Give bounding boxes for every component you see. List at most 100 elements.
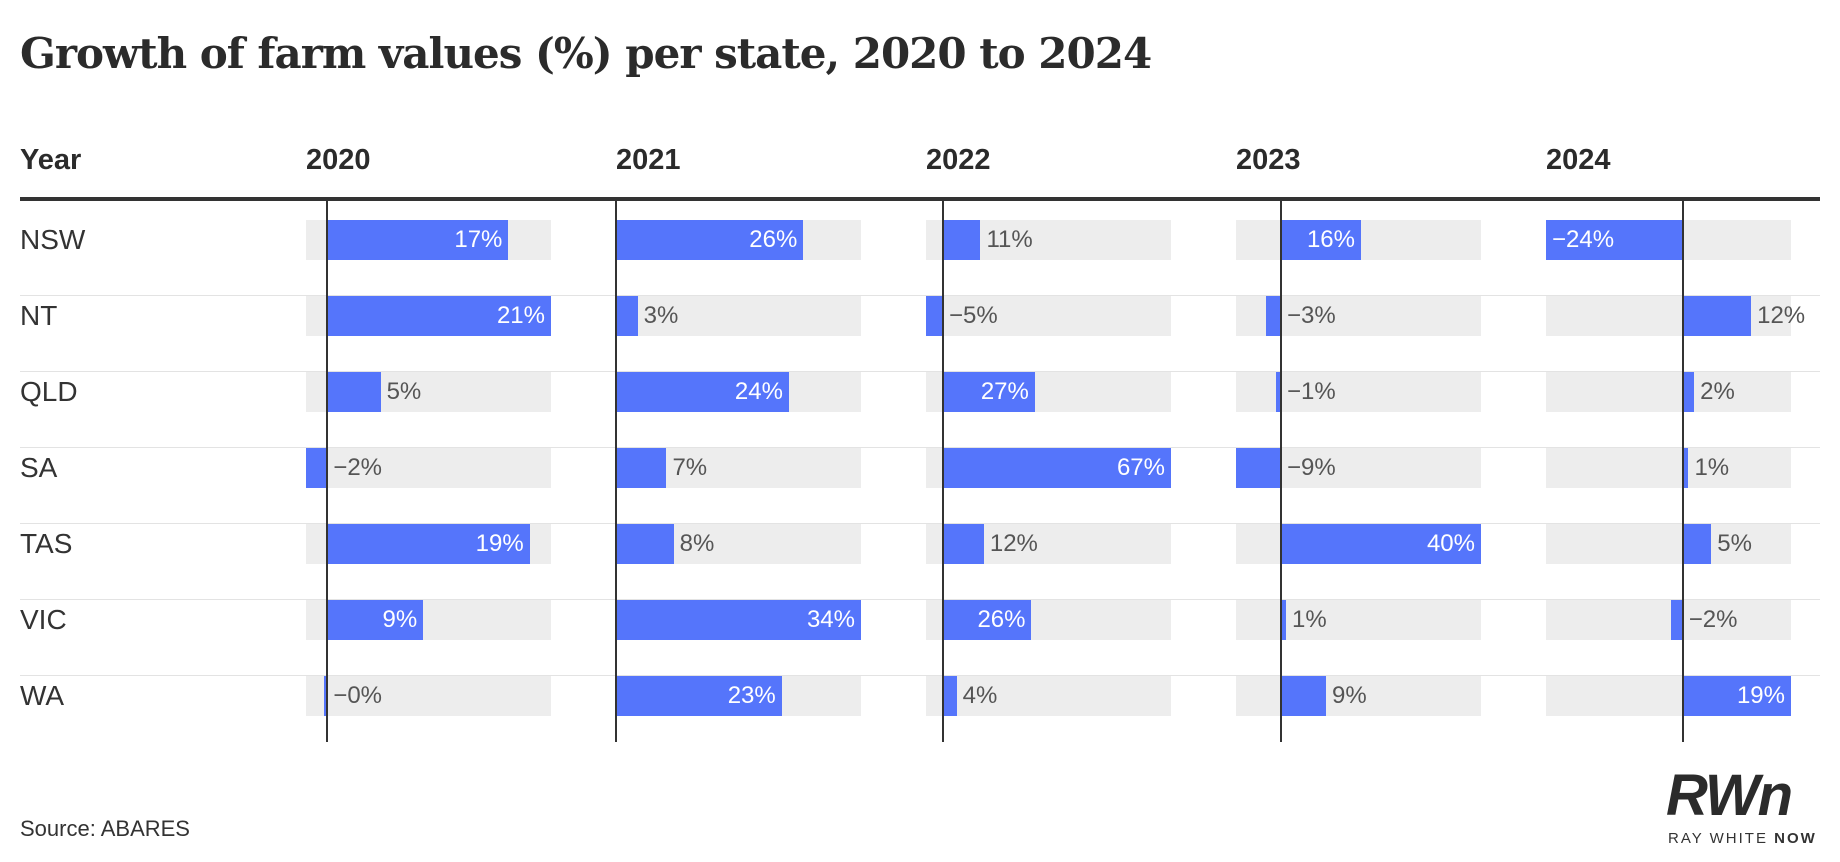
state-label-nt: NT: [20, 300, 58, 331]
value-label-tas-2023: 40%: [1426, 530, 1475, 557]
value-label-wa-2021: 23%: [727, 682, 776, 709]
value-label-sa-2021: 7%: [672, 454, 708, 481]
value-label-vic-2021: 34%: [806, 606, 855, 633]
value-label-vic-2024: −2%: [1688, 606, 1738, 633]
bar-nt-2022: [926, 296, 943, 336]
row-separator: [20, 523, 1820, 524]
bar-track: [306, 448, 551, 488]
bar-track: [926, 296, 1171, 336]
value-label-nsw-2023: 16%: [1306, 226, 1355, 253]
value-label-nsw-2024: −24%: [1552, 226, 1615, 253]
bar-track: [1236, 676, 1481, 716]
value-label-qld-2021: 24%: [734, 378, 783, 405]
column-header-2023: 2023: [1236, 144, 1301, 176]
value-label-vic-2023: 1%: [1292, 606, 1327, 633]
value-label-nt-2022: −5%: [949, 302, 998, 329]
value-label-wa-2024: 19%: [1736, 682, 1785, 709]
bar-vic-2024: [1671, 600, 1683, 640]
bar-qld-2020: [327, 372, 381, 412]
state-label-qld: QLD: [20, 376, 78, 407]
value-label-tas-2024: 5%: [1717, 530, 1752, 557]
bar-track: [616, 296, 861, 336]
value-label-qld-2024: 2%: [1700, 378, 1735, 405]
bar-track: [1546, 448, 1791, 488]
bar-qld-2022: [943, 372, 1035, 412]
bar-qld-2021: [616, 372, 789, 412]
value-label-sa-2020: −2%: [333, 454, 382, 481]
row-separator: [20, 371, 1820, 372]
bar-vic-2021: [616, 600, 861, 640]
value-label-vic-2020: 9%: [382, 606, 418, 633]
value-label-qld-2022: 27%: [980, 378, 1029, 405]
bar-wa-2024: [1682, 676, 1791, 716]
zero-line-2021: [615, 201, 617, 742]
zero-line-2024: [1681, 201, 1684, 742]
bar-sa-2021: [616, 448, 667, 488]
bar-sa-2022: [943, 448, 1171, 488]
bar-nt-2024: [1682, 296, 1752, 336]
zero-line-2020: [326, 201, 329, 742]
bar-tas-2021: [616, 524, 674, 564]
value-label-tas-2021: 8%: [679, 530, 715, 557]
chart-title: Growth of farm values (%) per state, 202…: [20, 29, 1152, 78]
value-label-tas-2022: 12%: [989, 530, 1038, 557]
bar-track: [1546, 296, 1791, 336]
row-separator: [20, 447, 1820, 448]
value-label-sa-2024: 1%: [1694, 454, 1730, 481]
bar-nsw-2023: [1281, 220, 1361, 260]
state-label-vic: VIC: [20, 604, 67, 635]
column-header-2021: 2021: [616, 144, 681, 176]
value-label-nt-2024: 12%: [1757, 302, 1806, 329]
bar-vic-2020: [327, 600, 424, 640]
bar-nt-2023: [1266, 296, 1281, 336]
logo-mark: RWn: [1666, 763, 1793, 828]
logo-tag-bold: NOW: [1774, 830, 1817, 847]
logo-tagline: RAY WHITE NOW: [1668, 830, 1817, 847]
bar-sa-2024: [1682, 448, 1689, 488]
bar-track: [1236, 372, 1481, 412]
zero-line-2022: [942, 201, 944, 742]
bar-vic-2023: [1281, 600, 1286, 640]
bar-track: [306, 676, 551, 716]
row-separator: [20, 599, 1820, 600]
value-label-nt-2021: 3%: [643, 302, 679, 329]
value-label-tas-2020: 19%: [475, 530, 524, 557]
value-label-nsw-2020: 17%: [454, 226, 503, 253]
bar-sa-2020: [306, 448, 328, 488]
value-label-nt-2020: 21%: [496, 302, 545, 329]
row-header-label: Year: [20, 144, 82, 176]
value-label-nsw-2022: 11%: [986, 226, 1033, 253]
bar-nt-2021: [616, 296, 638, 336]
value-label-wa-2020: −0%: [333, 682, 382, 709]
value-label-nsw-2021: 26%: [749, 226, 798, 253]
value-label-wa-2022: 4%: [962, 682, 998, 709]
bar-track: [1546, 372, 1791, 412]
column-header-2022: 2022: [926, 144, 991, 176]
value-label-nt-2023: −3%: [1287, 302, 1336, 329]
bar-wa-2023: [1281, 676, 1326, 716]
bar-wa-2021: [616, 676, 782, 716]
bar-qld-2023: [1276, 372, 1281, 412]
bar-track: [1546, 524, 1791, 564]
value-label-qld-2020: 5%: [386, 378, 422, 405]
bar-track: [926, 676, 1171, 716]
bar-nsw-2024: [1546, 220, 1683, 260]
value-label-sa-2022: 67%: [1116, 454, 1165, 481]
row-separator: [20, 295, 1820, 296]
bar-vic-2022: [943, 600, 1032, 640]
bar-tas-2024: [1682, 524, 1712, 564]
bar-track: [1236, 600, 1481, 640]
value-label-wa-2023: 9%: [1332, 682, 1367, 709]
column-header-2020: 2020: [306, 144, 371, 176]
header-rule: [20, 197, 1820, 201]
ray-white-now-logo: RWn RAY WHITE NOW: [1666, 763, 1826, 848]
bar-track: [1546, 600, 1791, 640]
value-label-sa-2023: −9%: [1287, 454, 1336, 481]
bar-wa-2022: [943, 676, 957, 716]
source-note: Source: ABARES: [20, 816, 190, 841]
zero-line-2023: [1280, 201, 1282, 742]
bar-sa-2023: [1236, 448, 1281, 488]
bar-tas-2022: [943, 524, 984, 564]
value-label-vic-2022: 26%: [977, 606, 1026, 633]
